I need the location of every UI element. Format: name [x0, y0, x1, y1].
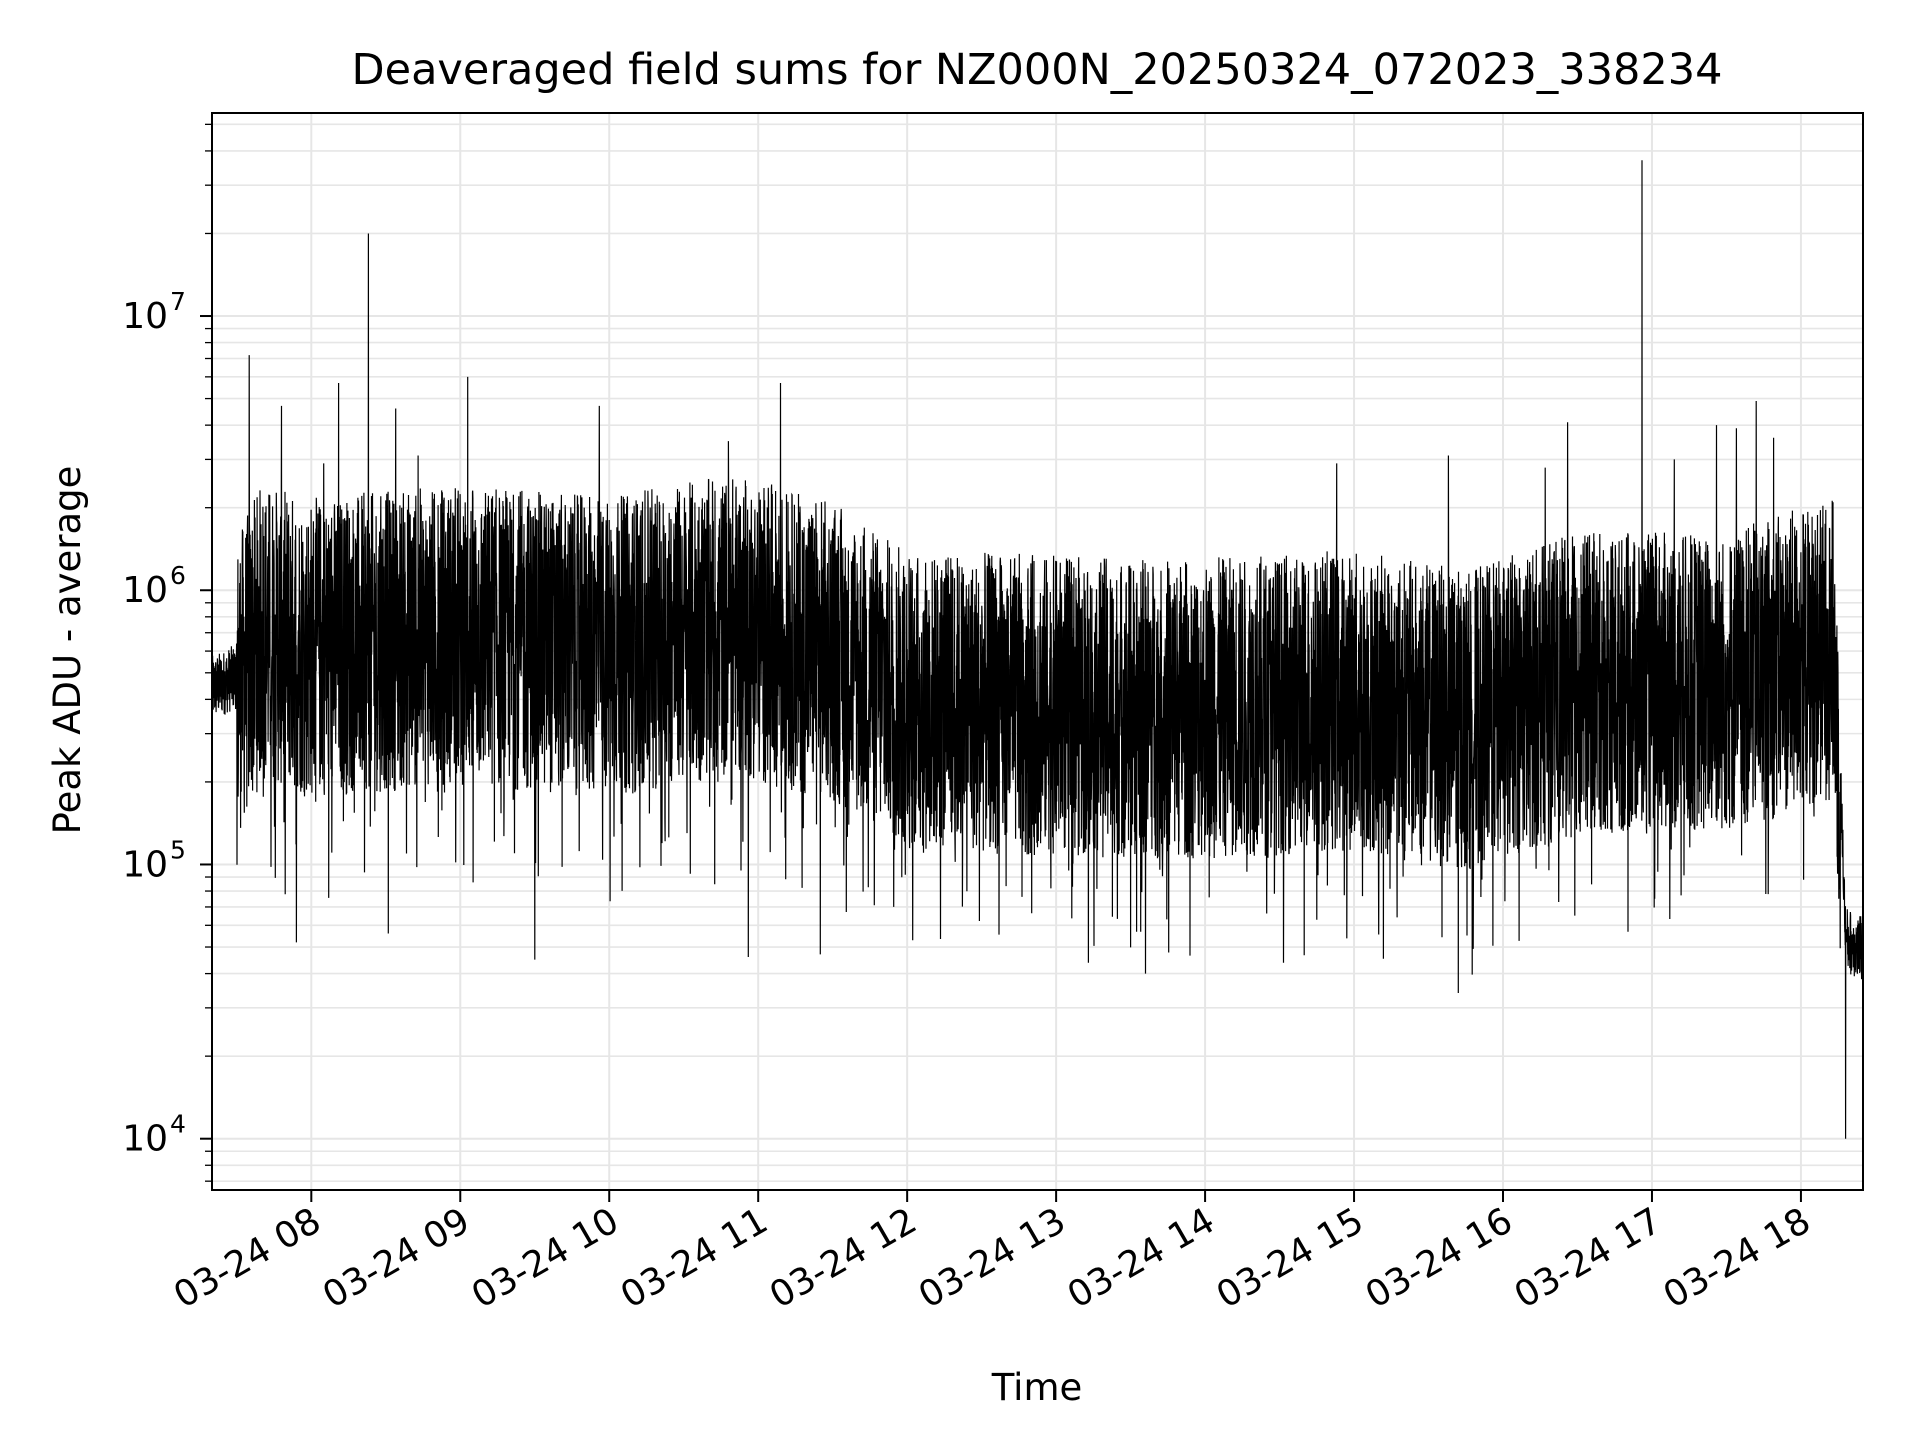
- y-tick-label: 10: [122, 570, 168, 611]
- x-axis-label: Time: [991, 1366, 1083, 1409]
- labels: Deaveraged field sums for NZ000N_2025032…: [46, 45, 1722, 1409]
- y-tick-exponent: 6: [170, 561, 186, 590]
- y-tick-exponent: 5: [170, 835, 186, 864]
- y-tick-label: 10: [122, 296, 168, 337]
- series-group: [212, 160, 1863, 1139]
- chart-title: Deaveraged field sums for NZ000N_2025032…: [352, 45, 1723, 95]
- y-tick-exponent: 4: [170, 1110, 186, 1139]
- y-tick-label: 10: [122, 844, 168, 885]
- y-tick-exponent: 7: [170, 287, 186, 316]
- y-axis-label: Peak ADU - average: [46, 466, 89, 835]
- plot-frame: [211, 112, 1864, 1191]
- y-tick-label: 10: [122, 1119, 168, 1160]
- grid-lines: [212, 113, 1863, 1190]
- series-line: [212, 160, 1863, 1139]
